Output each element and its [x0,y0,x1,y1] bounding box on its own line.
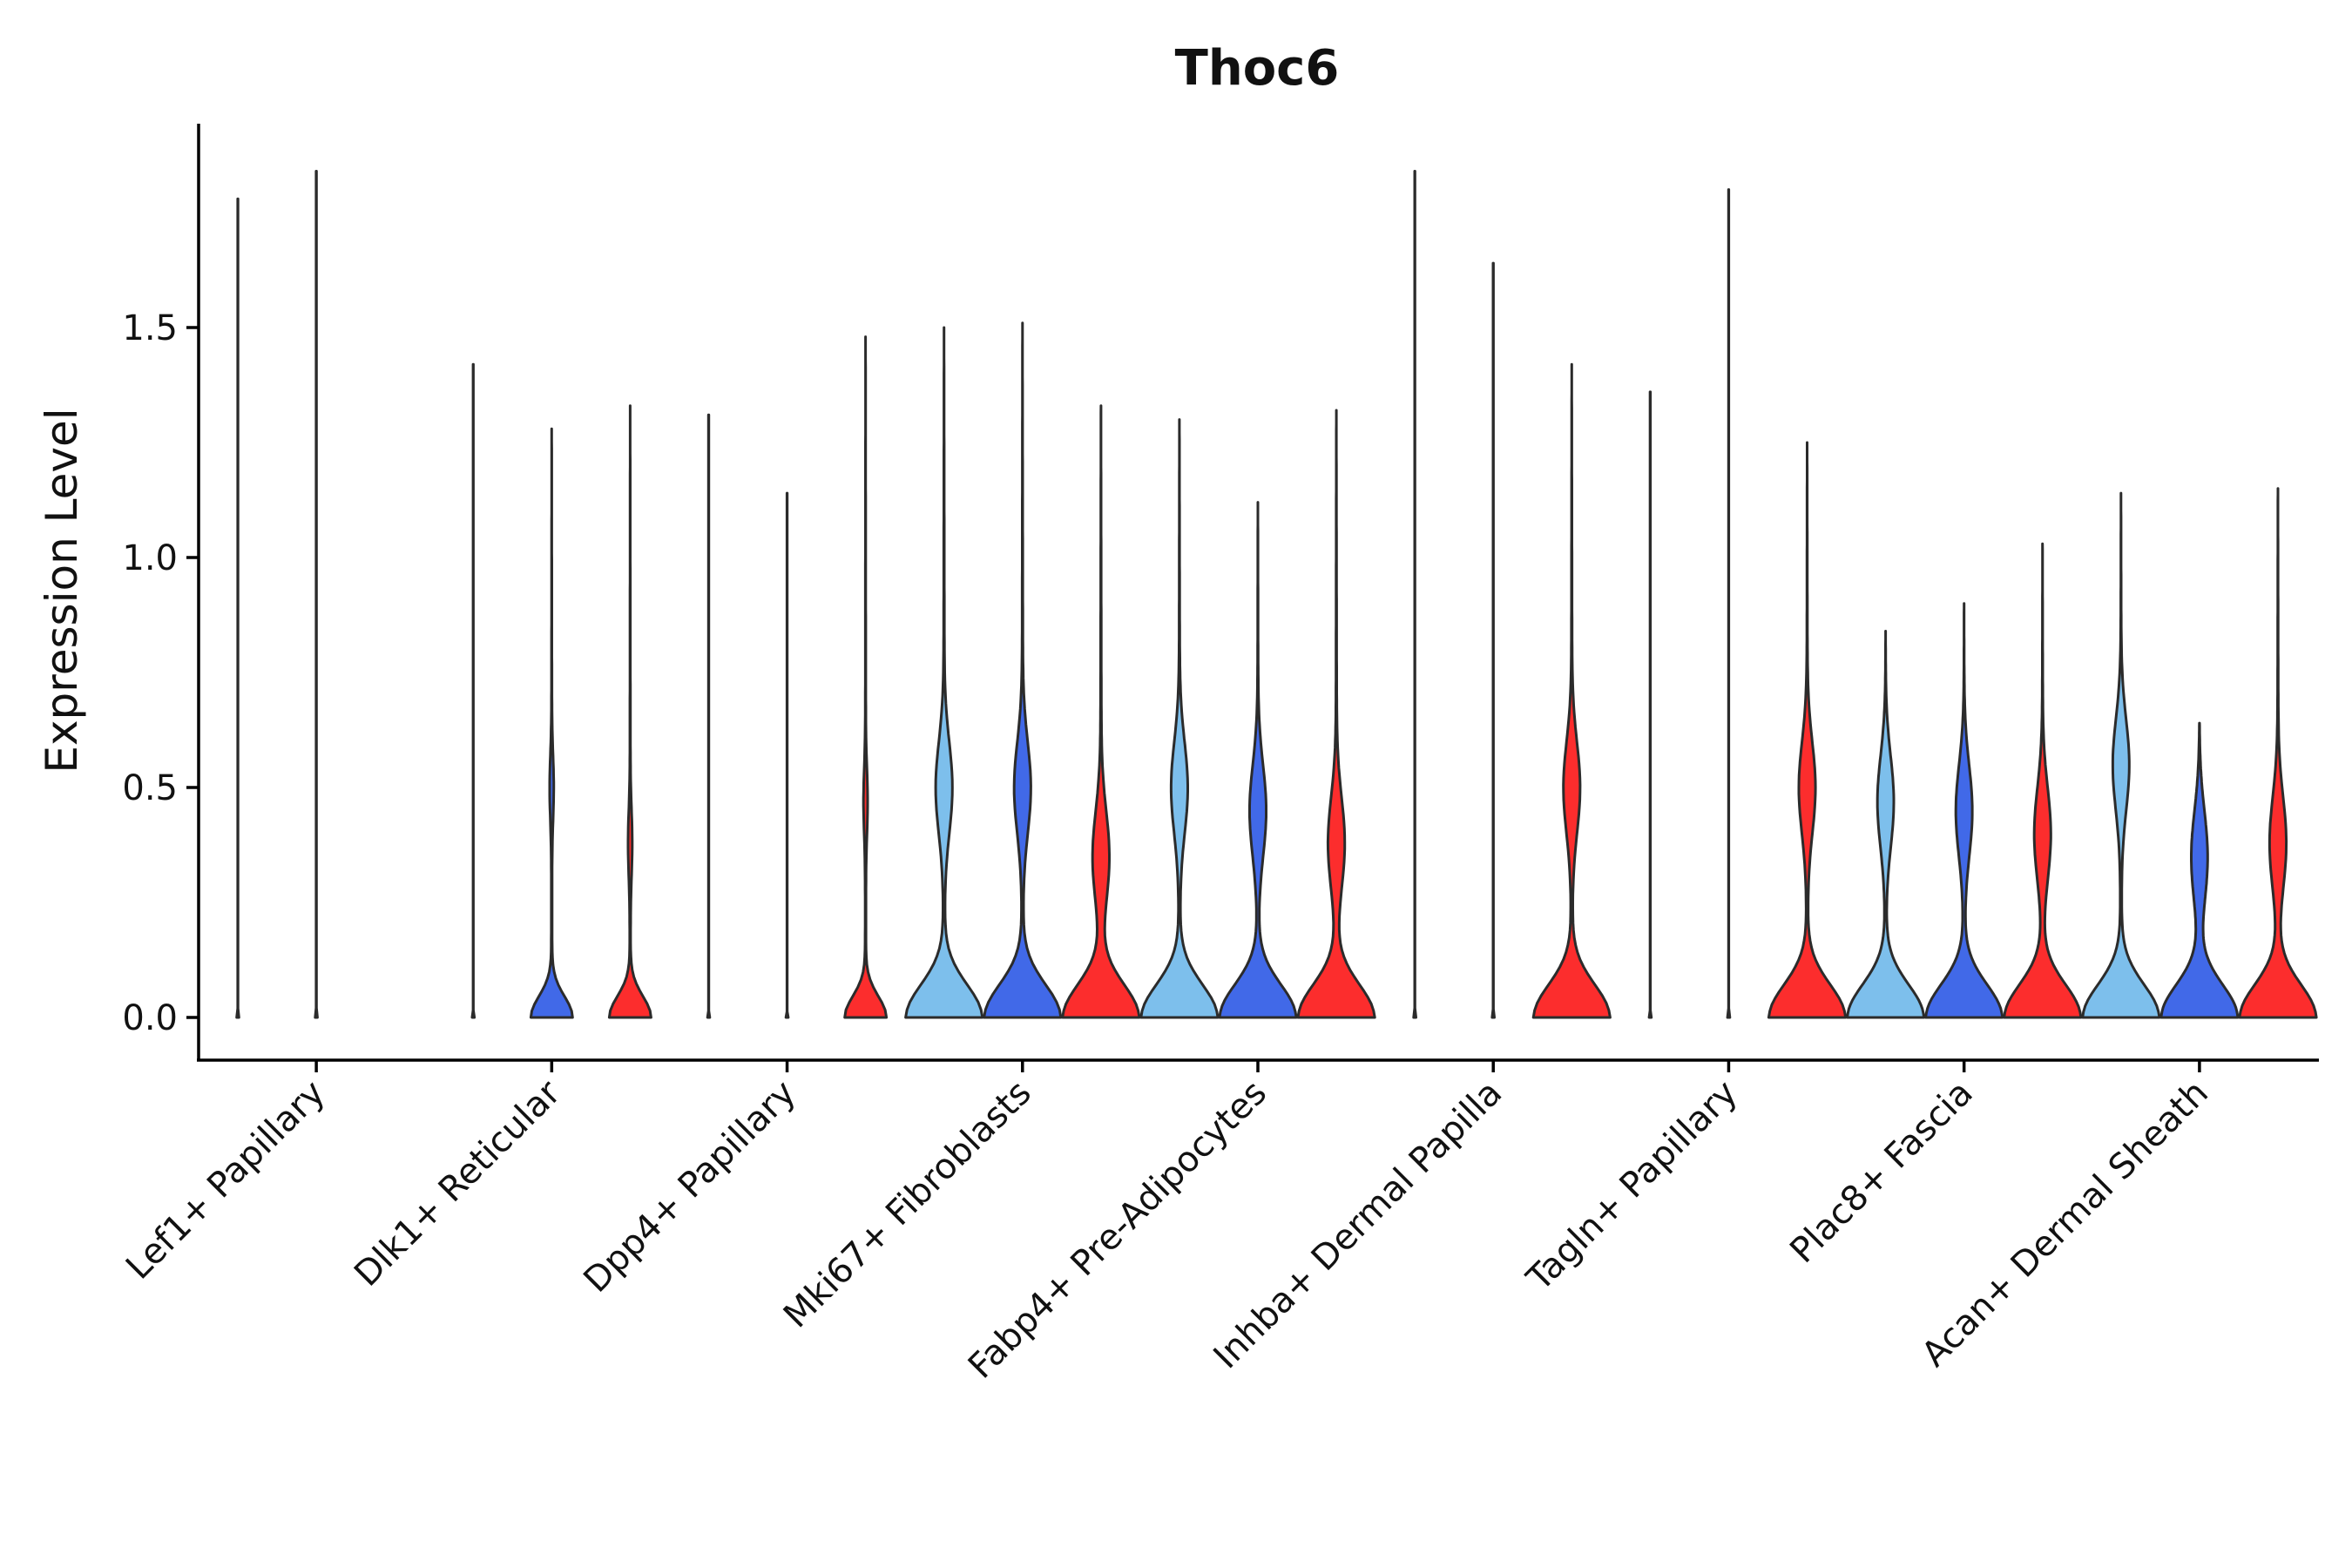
violins-layer [235,170,2318,1019]
violin-mark [1767,441,1848,1019]
violin-mark [1726,188,1732,1019]
violin-mark [1846,630,1926,1019]
violin-mark [2003,542,2083,1019]
violin-mark [235,197,240,1019]
violin-mark [1924,602,2004,1019]
y-tick-label: 0.5 [122,768,178,808]
violin-mark [529,427,574,1019]
violin-mark [1531,362,1612,1019]
y-axis-title: Expression Level [37,408,87,773]
violin-mark [1412,170,1417,1019]
y-tick-label: 1.0 [122,538,178,578]
violin-mark [1647,390,1653,1019]
violin-mark [706,413,712,1019]
x-tick-label: Lef1+ Papillary [118,1073,333,1288]
violin-mark [2159,721,2240,1019]
violin-mark [1218,501,1298,1019]
violin-mark [1139,418,1220,1019]
violin-mark [2238,487,2318,1019]
x-axis-ticks: Lef1+ Papillary Dlk1+ Reticular Dpp4+ Papi… [118,1060,2216,1387]
y-tick-label: 0.0 [122,998,178,1038]
violin-mark [1296,409,1376,1019]
chart-title: Thoc6 [1175,40,1340,97]
violin-mark [843,335,889,1019]
violin-mark [904,326,984,1019]
x-tick-label: Plac8+ Fascia [1782,1073,1981,1272]
violin-mark [1490,261,1496,1019]
violin-mark [1061,404,1141,1019]
violin-mark [784,491,790,1019]
x-tick-label: Tagln+ Papillary [1519,1073,1746,1300]
x-tick-label: Dpp4+ Papillary [576,1073,803,1301]
y-tick-label: 1.5 [122,308,178,348]
violin-mark [2081,491,2161,1019]
violin-mark [470,362,476,1019]
y-axis-ticks: 0.0 0.5 1.0 1.5 [122,308,199,1038]
x-tick-label: Mki67+ Fibroblasts [776,1073,1039,1336]
x-tick-label: Dlk1+ Reticular [347,1072,569,1294]
violin-mark [314,170,319,1019]
violin-mark [983,321,1063,1019]
violin-mark [607,404,652,1019]
